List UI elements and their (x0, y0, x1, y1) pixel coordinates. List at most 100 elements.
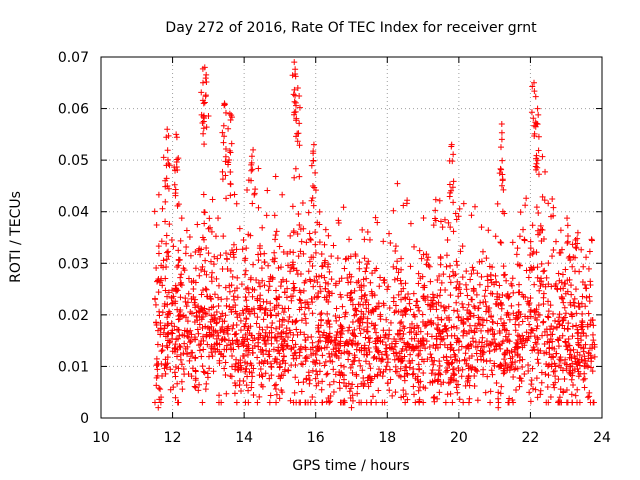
data-point (535, 360, 542, 367)
data-point (496, 329, 503, 336)
data-point (201, 369, 208, 376)
data-point (429, 367, 436, 374)
data-point (347, 290, 354, 297)
data-point (307, 236, 314, 243)
data-point (531, 88, 538, 95)
data-point (480, 349, 487, 356)
data-point (428, 370, 435, 377)
data-point (222, 145, 229, 152)
data-point (296, 142, 303, 149)
data-point (574, 229, 581, 236)
data-point (441, 216, 448, 223)
data-point (341, 265, 348, 272)
data-point (291, 389, 298, 396)
data-point (410, 311, 417, 318)
data-point (275, 310, 282, 317)
data-point (564, 232, 571, 239)
data-point (445, 219, 452, 226)
data-point (495, 363, 502, 370)
data-point (462, 382, 469, 389)
data-point (395, 291, 402, 298)
data-point (509, 239, 516, 246)
data-point (406, 324, 413, 331)
data-point (279, 322, 286, 329)
data-point (176, 343, 183, 350)
data-point (216, 315, 223, 322)
data-point (310, 283, 317, 290)
data-point (263, 298, 270, 305)
data-point (555, 376, 562, 383)
data-point (265, 262, 272, 269)
data-point (463, 286, 470, 293)
data-point (389, 392, 396, 399)
data-point (162, 218, 169, 225)
data-point (530, 385, 537, 392)
data-point (525, 274, 532, 281)
data-point (509, 275, 516, 282)
data-point (506, 367, 513, 374)
data-point (410, 347, 417, 354)
data-point (158, 238, 165, 245)
data-point (209, 269, 216, 276)
data-point (302, 399, 309, 406)
data-point (539, 153, 546, 160)
data-point (434, 314, 441, 321)
data-point (423, 322, 430, 329)
data-point (233, 337, 240, 344)
data-point (538, 226, 545, 233)
data-point (478, 224, 485, 231)
data-point (516, 281, 523, 288)
data-point (467, 341, 474, 348)
data-point (444, 367, 451, 374)
data-point (547, 302, 554, 309)
data-point (157, 331, 164, 338)
data-point (365, 383, 372, 390)
data-point (242, 399, 249, 406)
data-point (178, 378, 185, 385)
data-point (569, 263, 576, 270)
data-point (514, 245, 521, 252)
data-point (171, 164, 178, 171)
data-point (534, 356, 541, 363)
data-point (435, 299, 442, 306)
data-point (310, 157, 317, 164)
data-point (422, 297, 429, 304)
y-tick-label: 0.06 (58, 102, 89, 118)
data-point (307, 278, 314, 285)
data-point (348, 404, 355, 411)
data-point (447, 390, 454, 397)
data-point (354, 390, 361, 397)
data-point (572, 268, 579, 275)
data-point (156, 385, 163, 392)
data-point (543, 399, 550, 406)
data-point (412, 399, 419, 406)
data-point (183, 303, 190, 310)
data-point (309, 310, 316, 317)
data-point (360, 326, 367, 333)
data-point (259, 224, 266, 231)
data-point (286, 327, 293, 334)
data-point (151, 208, 158, 215)
data-point (519, 318, 526, 325)
data-point (232, 366, 239, 373)
data-point (283, 278, 290, 285)
data-point (556, 335, 563, 342)
data-point (261, 258, 268, 265)
data-point (344, 274, 351, 281)
data-point (261, 250, 268, 257)
data-point (469, 264, 476, 271)
data-point (448, 360, 455, 367)
y-axis-label: ROTI / TECUs (8, 191, 24, 283)
data-point (527, 245, 534, 252)
data-point (155, 289, 162, 296)
data-point (273, 381, 280, 388)
data-point (215, 332, 222, 339)
data-point (468, 270, 475, 277)
data-point (366, 339, 373, 346)
data-point (538, 379, 545, 386)
data-point (535, 147, 542, 154)
data-point (558, 399, 565, 406)
data-point (567, 302, 574, 309)
data-point (222, 172, 229, 179)
data-point (496, 170, 503, 177)
